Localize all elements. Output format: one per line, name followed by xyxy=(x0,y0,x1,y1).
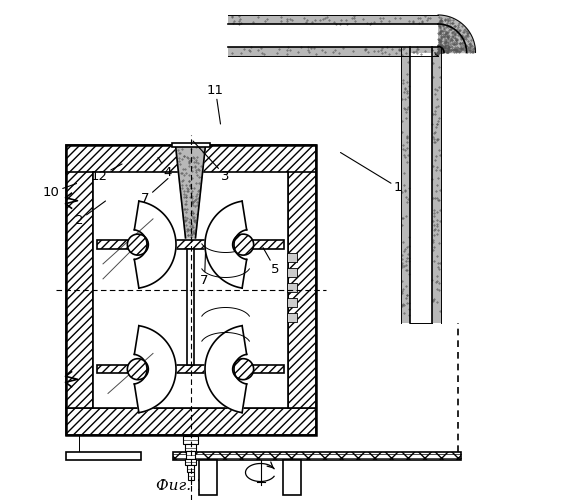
Bar xyxy=(171,143,210,147)
Bar xyxy=(66,408,315,435)
Text: 7: 7 xyxy=(200,252,209,288)
Bar xyxy=(410,52,432,322)
Bar xyxy=(66,145,315,435)
Bar xyxy=(187,465,194,472)
Bar xyxy=(66,145,315,435)
Bar xyxy=(199,460,217,495)
Polygon shape xyxy=(134,326,176,412)
Text: 5: 5 xyxy=(263,248,279,276)
Bar xyxy=(188,472,193,480)
Bar xyxy=(283,460,300,495)
Text: 7: 7 xyxy=(141,178,168,205)
Polygon shape xyxy=(175,145,206,238)
Circle shape xyxy=(127,358,148,380)
Polygon shape xyxy=(134,201,176,288)
Polygon shape xyxy=(205,201,247,288)
Bar xyxy=(187,451,195,459)
Bar xyxy=(228,15,438,56)
Text: 1: 1 xyxy=(340,152,402,194)
Bar xyxy=(286,298,296,307)
Bar xyxy=(97,240,284,249)
Bar xyxy=(228,24,438,46)
Bar xyxy=(400,52,441,322)
Bar xyxy=(286,283,296,292)
Bar xyxy=(66,145,315,172)
Text: Фиг. 7: Фиг. 7 xyxy=(156,479,205,493)
Text: 11: 11 xyxy=(207,84,224,124)
Bar xyxy=(93,172,288,408)
Text: 10: 10 xyxy=(43,184,77,199)
Text: 12: 12 xyxy=(91,164,122,182)
Bar xyxy=(173,452,461,460)
Bar xyxy=(66,172,93,408)
Bar xyxy=(185,459,196,465)
Text: 3: 3 xyxy=(193,141,229,182)
Bar xyxy=(66,452,141,460)
Bar xyxy=(183,436,198,444)
Circle shape xyxy=(232,358,254,380)
Bar xyxy=(185,444,196,451)
Circle shape xyxy=(127,234,148,255)
Bar xyxy=(187,249,194,365)
Text: 4: 4 xyxy=(158,158,172,179)
Bar xyxy=(286,313,296,322)
Bar xyxy=(286,253,296,262)
Bar xyxy=(288,172,315,408)
Bar xyxy=(97,365,284,374)
Bar xyxy=(286,268,296,277)
Circle shape xyxy=(232,234,254,255)
Polygon shape xyxy=(435,15,475,56)
Polygon shape xyxy=(205,326,247,412)
Text: 2: 2 xyxy=(76,201,106,226)
